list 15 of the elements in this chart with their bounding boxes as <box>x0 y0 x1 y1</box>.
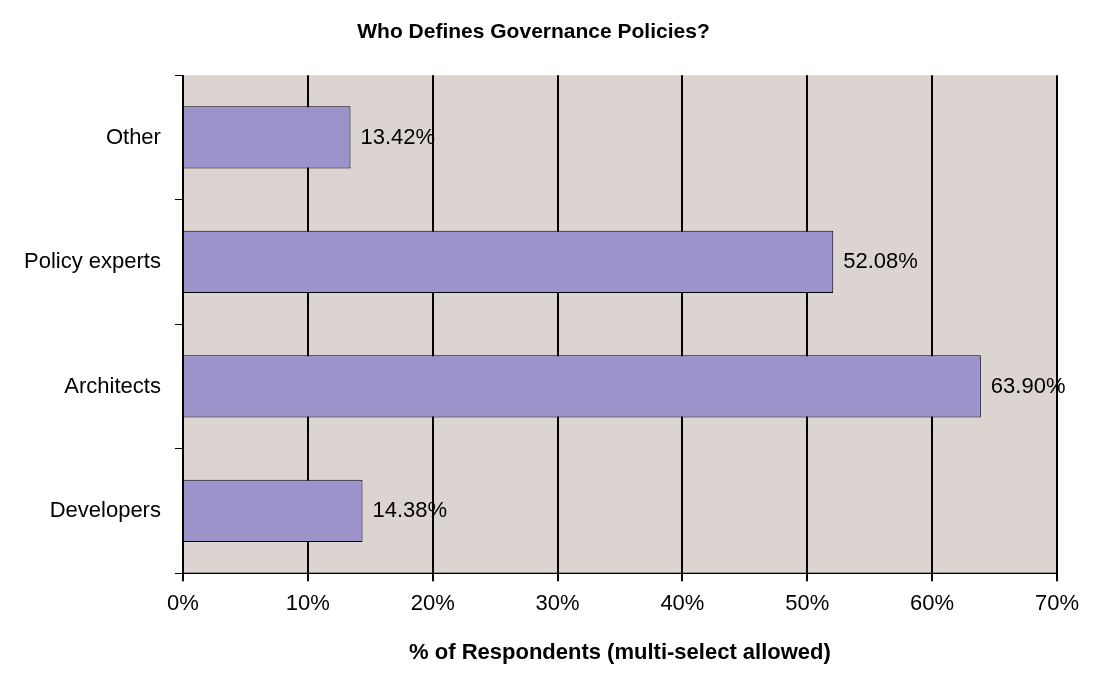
x-tick-label: 50% <box>785 590 830 616</box>
x-tick-label: 10% <box>285 590 330 616</box>
y-tick-label: Policy experts <box>23 248 161 274</box>
chart-title: Who Defines Governance Policies? <box>357 19 710 43</box>
x-tick-label: 30% <box>535 590 580 616</box>
x-tick-label: 70% <box>1034 590 1080 616</box>
y-tick-label: Other <box>105 123 161 149</box>
x-tick-label: 40% <box>660 590 705 616</box>
x-tick-label: 60% <box>910 590 955 616</box>
x-tick-label: 20% <box>410 590 455 616</box>
x-tick-label: 0% <box>167 590 199 616</box>
y-tick-label: Developers <box>49 497 161 523</box>
x-axis-title: % of Respondents (multi-select allowed) <box>409 638 831 664</box>
data-label: 52.08% <box>843 248 918 274</box>
y-tick-label: Architects <box>64 372 161 398</box>
